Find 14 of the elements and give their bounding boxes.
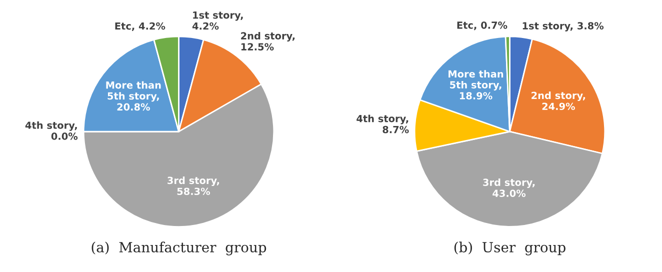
slice-label: 3rd story, 58.3% xyxy=(168,176,220,196)
slice-label: More than 5th story, 18.9% xyxy=(448,70,504,100)
slice-label: 1st story, 4.2% xyxy=(192,12,243,30)
slice-label: 2nd story, 24.9% xyxy=(532,92,586,110)
slice-label: 4th story, 8.7% xyxy=(356,114,409,134)
slice-label: 1st story, 3.8% xyxy=(522,22,604,32)
text: (b) User group xyxy=(454,242,566,256)
text: (a) Manufacturer group xyxy=(92,242,266,256)
slice-label: More than 5th story, 20.8% xyxy=(106,81,161,111)
slice-label: Etc, 4.2% xyxy=(115,22,166,31)
slice-label: 3rd story, 43.0% xyxy=(483,178,535,197)
slice-label: 2nd story, 12.5% xyxy=(241,32,295,50)
slice-label: Etc, 0.7% xyxy=(457,21,508,30)
category-label: 4th story, 0.0% xyxy=(25,121,78,140)
